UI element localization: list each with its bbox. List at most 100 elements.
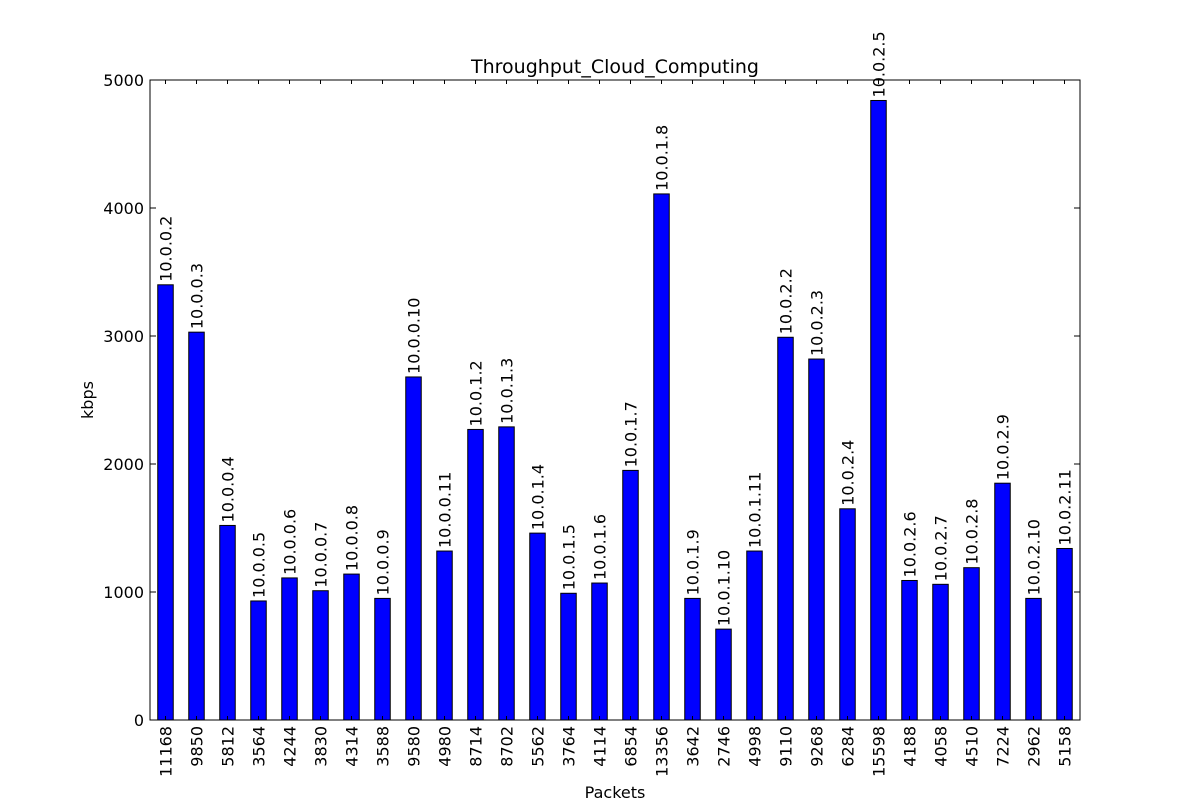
- bar-4: [281, 577, 298, 721]
- bar-2: [219, 524, 236, 721]
- y-tick-label-5: 5000: [103, 71, 144, 90]
- chart-title: Throughput_Cloud_Computing: [470, 56, 759, 78]
- bar-12: [529, 532, 546, 721]
- bar-5: [312, 590, 329, 721]
- bar-8: [405, 376, 422, 721]
- bar-18: [715, 628, 732, 721]
- y-tick-label-0: 0: [134, 711, 144, 730]
- bar-label-23: 10.0.2.5: [870, 31, 889, 97]
- bar-0: [157, 284, 174, 721]
- bar-25: [932, 583, 949, 721]
- bar-label-7: 10.0.0.9: [374, 529, 393, 595]
- bar-label-14: 10.0.1.6: [591, 514, 610, 580]
- bar-22: [839, 508, 856, 721]
- bar-label-19: 10.0.1.11: [746, 472, 765, 548]
- x-tick-label-2: 5812: [219, 726, 238, 767]
- y-axis: 0 1000 2000 3000 4000 5000: [103, 71, 1080, 730]
- y-axis-label: kbps: [78, 381, 97, 419]
- bar-label-0: 10.0.0.2: [157, 216, 176, 282]
- x-tick-label-20: 9110: [777, 726, 796, 767]
- bar-10: [467, 428, 484, 721]
- x-tick-label-29: 5158: [1056, 726, 1075, 767]
- bar-label-22: 10.0.2.4: [839, 440, 858, 506]
- bar-1: [188, 331, 205, 721]
- bar-label-8: 10.0.0.10: [405, 298, 424, 374]
- bar-label-10: 10.0.1.2: [467, 360, 486, 426]
- bar-20: [777, 336, 794, 721]
- x-tick-label-18: 2746: [715, 726, 734, 767]
- bar-21: [808, 358, 825, 721]
- bar-6: [343, 573, 360, 721]
- x-tick-label-1: 9850: [188, 726, 207, 767]
- x-axis: 11168 9850 5812 3564 4244 3830 4314 3588 9580 498…: [157, 80, 1075, 777]
- y-tick-label-2: 2000: [103, 455, 144, 474]
- bar-label-29: 10.0.2.11: [1056, 469, 1075, 545]
- x-tick-label-16: 13356: [653, 726, 672, 777]
- bar-label-2: 10.0.0.4: [219, 456, 238, 522]
- bar-label-4: 10.0.0.6: [281, 509, 300, 575]
- x-tick-label-14: 4114: [591, 726, 610, 767]
- bar-label-3: 10.0.0.5: [250, 532, 269, 598]
- x-tick-label-19: 4998: [746, 726, 765, 767]
- bar-label-27: 10.0.2.9: [994, 414, 1013, 480]
- bar-3: [250, 600, 267, 721]
- bar-label-25: 10.0.2.7: [932, 515, 951, 581]
- bar-label-13: 10.0.1.5: [560, 524, 579, 590]
- bar-label-5: 10.0.0.7: [312, 522, 331, 588]
- x-tick-label-7: 3588: [374, 726, 393, 767]
- x-tick-label-5: 3830: [312, 726, 331, 767]
- x-tick-label-8: 9580: [405, 726, 424, 767]
- bar-label-26: 10.0.2.8: [963, 499, 982, 565]
- bar-label-6: 10.0.0.8: [343, 505, 362, 571]
- bar-24: [901, 579, 918, 721]
- x-tick-label-25: 4058: [932, 726, 951, 767]
- x-tick-label-17: 3642: [684, 726, 703, 767]
- x-tick-label-15: 6854: [622, 726, 641, 767]
- bar-label-11: 10.0.1.3: [498, 358, 517, 424]
- bar-13: [560, 592, 577, 721]
- bar-29: [1056, 547, 1073, 721]
- bar-28: [1025, 597, 1042, 721]
- x-tick-label-0: 11168: [157, 726, 176, 777]
- x-tick-label-24: 4188: [901, 726, 920, 767]
- bar-11: [498, 426, 515, 721]
- y-tick-label-4: 4000: [103, 199, 144, 218]
- bar-label-9: 10.0.0.11: [436, 472, 455, 548]
- x-tick-label-3: 3564: [250, 726, 269, 767]
- bar-label-21: 10.0.2.3: [808, 290, 827, 356]
- x-tick-label-26: 4510: [963, 726, 982, 767]
- bar-14: [591, 582, 608, 721]
- x-tick-label-23: 15598: [870, 726, 889, 777]
- x-tick-label-9: 4980: [436, 726, 455, 767]
- bar-23: [870, 99, 887, 721]
- bar-label-18: 10.0.1.10: [715, 550, 734, 626]
- bar-7: [374, 597, 391, 721]
- bar-26: [963, 567, 980, 721]
- x-tick-label-22: 6284: [839, 726, 858, 767]
- bars-layer: [157, 99, 1073, 721]
- bar-16: [653, 193, 670, 721]
- x-tick-label-13: 3764: [560, 726, 579, 767]
- bar-label-15: 10.0.1.7: [622, 401, 641, 467]
- x-tick-label-27: 7224: [994, 726, 1013, 767]
- x-tick-label-21: 9268: [808, 726, 827, 767]
- bar-label-28: 10.0.2.10: [1025, 519, 1044, 595]
- bar-labels-layer: 10.0.0.2 10.0.0.3 10.0.0.4 10.0.0.5 10.0.0.6…: [157, 31, 1075, 626]
- x-tick-label-6: 4314: [343, 726, 362, 767]
- x-axis-label: Packets: [585, 783, 646, 800]
- x-tick-label-28: 2962: [1025, 726, 1044, 767]
- x-tick-label-12: 5562: [529, 726, 548, 767]
- y-tick-label-1: 1000: [103, 583, 144, 602]
- bar-label-20: 10.0.2.2: [777, 268, 796, 334]
- x-tick-label-10: 8714: [467, 726, 486, 767]
- bar-label-17: 10.0.1.9: [684, 529, 703, 595]
- bar-9: [436, 550, 453, 721]
- bar-label-24: 10.0.2.6: [901, 511, 920, 577]
- bar-19: [746, 550, 763, 721]
- x-tick-label-11: 8702: [498, 726, 517, 767]
- bar-label-16: 10.0.1.8: [653, 125, 672, 191]
- bar-label-1: 10.0.0.3: [188, 263, 207, 329]
- plot-frame: [149, 79, 1081, 721]
- x-tick-label-4: 4244: [281, 726, 300, 767]
